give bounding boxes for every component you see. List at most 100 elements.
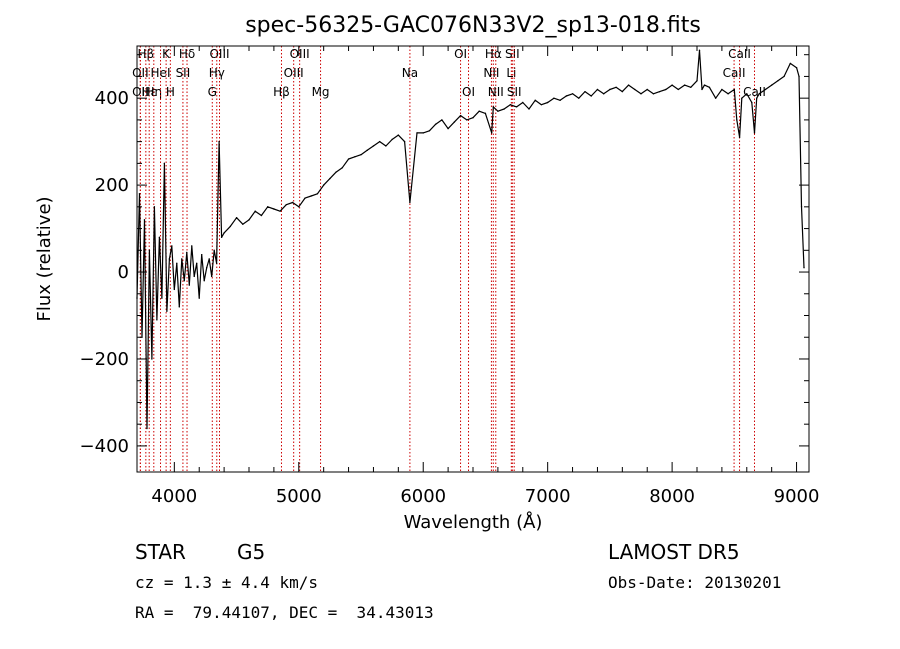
data-point: [803, 266, 805, 269]
line-marker-label: SII: [176, 66, 191, 80]
data-point: [447, 127, 449, 130]
data-point: [215, 262, 218, 265]
data-point: [191, 245, 193, 247]
data-point: [188, 284, 190, 286]
object-class: STAR: [135, 540, 186, 564]
data-point: [690, 86, 692, 88]
data-point: [727, 93, 729, 95]
x-tick-label: 4000: [151, 486, 197, 507]
y-tick-label: 200: [95, 175, 129, 196]
data-point: [285, 203, 288, 206]
data-point: [279, 210, 281, 212]
data-point: [168, 258, 171, 260]
data-point: [148, 249, 151, 252]
data-point: [158, 236, 161, 238]
data-point: [733, 88, 736, 91]
data-point: [509, 103, 512, 106]
line-marker-label: Hε: [141, 85, 157, 99]
data-point: [453, 121, 456, 123]
data-point: [235, 217, 238, 219]
line-marker-label: SII: [505, 47, 520, 61]
data-point: [254, 210, 256, 212]
data-point: [758, 93, 760, 95]
data-point: [372, 145, 375, 147]
data-point: [218, 140, 220, 143]
line-marker-label: H: [166, 85, 175, 99]
data-point: [173, 288, 176, 291]
data-point: [151, 358, 153, 360]
data-point: [770, 84, 773, 86]
data-point: [181, 258, 183, 260]
line-marker-label: SII: [507, 85, 522, 99]
data-point: [492, 106, 494, 108]
data-point: [248, 219, 250, 221]
line-marker-label: CaII: [728, 47, 751, 61]
x-axis-label: Wavelength (Å): [404, 511, 543, 533]
data-point: [634, 88, 636, 91]
observation-date: Obs-Date: 20130201: [608, 573, 782, 592]
data-point: [756, 97, 758, 99]
data-point: [242, 223, 244, 225]
line-marker-label: OIII: [290, 47, 310, 61]
line-marker-label: CaII: [743, 85, 766, 99]
line-marker-label: HeI: [151, 66, 171, 80]
data-point: [378, 140, 381, 143]
line-marker-label: Hβ: [137, 47, 154, 61]
y-tick-label: 400: [95, 88, 129, 109]
data-point: [298, 206, 300, 208]
data-point: [764, 88, 767, 91]
data-point: [534, 99, 536, 102]
data-point: [777, 80, 779, 82]
data-point: [397, 134, 400, 136]
line-marker-label: Na: [402, 66, 418, 80]
data-point: [472, 117, 474, 119]
data-point: [156, 319, 158, 321]
line-marker-label: OII: [132, 85, 149, 99]
line-marker-label: NII: [483, 66, 499, 80]
data-point: [291, 201, 294, 204]
data-point: [360, 153, 362, 156]
line-marker-label: OI: [454, 47, 467, 61]
data-point: [205, 266, 208, 269]
line-marker-label: G: [208, 85, 217, 99]
data-point: [703, 84, 706, 86]
data-point: [316, 193, 319, 195]
data-point: [701, 88, 703, 91]
data-point: [602, 93, 605, 95]
data-point: [515, 106, 518, 108]
data-point: [578, 97, 580, 99]
data-point: [183, 280, 185, 282]
data-point: [366, 149, 368, 152]
data-point: [335, 171, 337, 173]
data-point: [143, 219, 146, 221]
data-point: [223, 232, 225, 234]
y-axis-label: Flux (relative): [34, 196, 55, 321]
y-tick-label: 0: [118, 262, 129, 283]
data-point: [310, 195, 312, 197]
x-tick-label: 8000: [649, 486, 695, 507]
data-point: [201, 253, 203, 256]
data-point: [409, 201, 411, 204]
data-point: [166, 310, 168, 312]
axes: 4000 5000 6000 7000 8000 9000 −400 −200 0 200 400: [80, 46, 819, 507]
data-point: [153, 206, 156, 208]
data-point: [208, 258, 210, 260]
data-point: [627, 84, 630, 86]
data-point: [522, 101, 524, 104]
line-marker-label: K: [162, 47, 171, 61]
data-point: [698, 49, 701, 52]
line-marker-label: Hβ: [273, 85, 290, 99]
y-tick-label: −400: [80, 436, 129, 457]
data-point: [163, 162, 166, 165]
data-point: [615, 86, 617, 88]
chart-title: spec-56325-GAC076N33V2_sp13-018.fits: [245, 13, 701, 38]
line-marker-label: OI: [462, 85, 475, 99]
line-marker-label: CaII: [723, 66, 746, 80]
data-point: [677, 88, 680, 91]
data-point: [186, 251, 188, 254]
data-point: [304, 197, 306, 199]
data-point: [736, 119, 738, 121]
data-point: [746, 93, 748, 95]
data-point: [789, 62, 792, 65]
data-point: [665, 88, 667, 91]
